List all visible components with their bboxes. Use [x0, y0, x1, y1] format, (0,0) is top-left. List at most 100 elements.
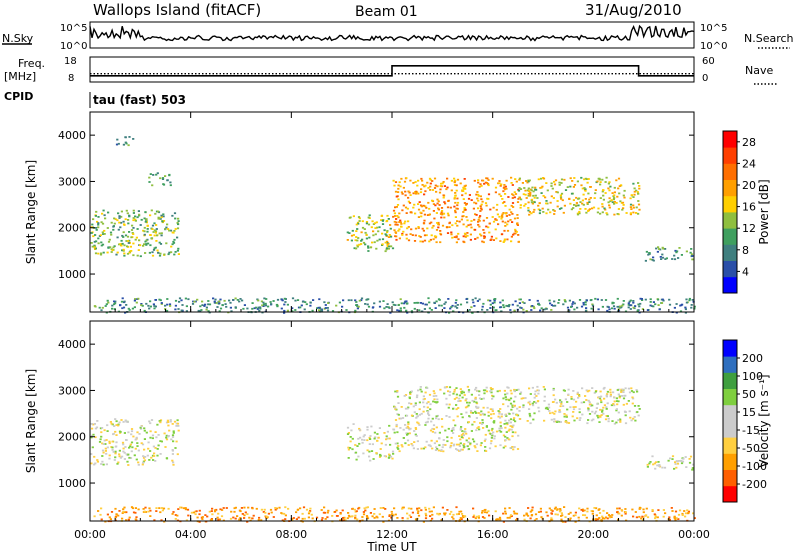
- echo-cell: [490, 440, 493, 442]
- echo-cell: [603, 207, 606, 210]
- echo-cell: [480, 410, 483, 413]
- echo-cell: [618, 396, 621, 399]
- echo-cell: [354, 451, 358, 454]
- echo-cell: [435, 440, 438, 443]
- echo-cell: [187, 514, 190, 517]
- echo-cell: [220, 515, 224, 518]
- echo-cell: [637, 405, 640, 407]
- echo-cell: [519, 392, 522, 395]
- echo-cell: [398, 181, 401, 184]
- echo-cell: [528, 211, 531, 213]
- echo-cell: [589, 197, 592, 199]
- echo-cell: [167, 424, 170, 427]
- echo-cell: [121, 517, 124, 520]
- echo-cell: [292, 517, 295, 519]
- echo-cell: [598, 397, 602, 400]
- echo-cell: [175, 440, 178, 443]
- echo-cell: [165, 226, 168, 229]
- echo-cell: [381, 223, 385, 225]
- echo-cell: [500, 183, 503, 186]
- echo-cell: [506, 229, 510, 232]
- echo-cell: [655, 247, 658, 250]
- echo-cell: [347, 448, 350, 451]
- echo-cell: [433, 398, 436, 401]
- echo-cell: [185, 519, 188, 522]
- echo-cell: [654, 467, 657, 470]
- echo-cell: [383, 307, 386, 310]
- echo-cell: [693, 517, 696, 519]
- echo-cell: [154, 299, 157, 301]
- echo-cell: [422, 447, 425, 450]
- echo-cell: [180, 309, 183, 312]
- echo-cell: [316, 307, 319, 310]
- echo-cell: [214, 298, 217, 301]
- echo-cell: [466, 445, 469, 448]
- echo-cell: [386, 303, 389, 305]
- echo-cell: [366, 506, 369, 509]
- echo-cell: [467, 389, 471, 391]
- echo-cell: [635, 516, 638, 519]
- echo-cell: [485, 204, 488, 207]
- echo-cell: [137, 449, 140, 452]
- echo-cell: [201, 304, 204, 306]
- echo-cell: [351, 448, 354, 451]
- echo-cell: [104, 305, 107, 307]
- echo-cell: [133, 299, 136, 302]
- echo-cell: [519, 188, 523, 190]
- echo-cell: [269, 508, 273, 511]
- echo-cell: [464, 188, 467, 190]
- echo-cell: [553, 213, 556, 215]
- echo-cell: [234, 517, 237, 520]
- echo-cell: [499, 421, 502, 424]
- echo-cell: [128, 215, 131, 218]
- echo-cell: [158, 232, 161, 235]
- echo-cell: [541, 185, 544, 188]
- echo-cell: [444, 444, 447, 446]
- echo-cell: [439, 188, 442, 191]
- echo-cell: [504, 212, 507, 215]
- echo-cell: [229, 517, 233, 520]
- echo-cell: [455, 396, 458, 399]
- echo-cell: [685, 466, 688, 468]
- echo-cell: [578, 395, 581, 398]
- echo-cell: [550, 512, 553, 515]
- echo-cell: [462, 186, 465, 189]
- echo-cell: [348, 232, 351, 234]
- echo-cell: [165, 436, 168, 439]
- echo-cell: [530, 305, 533, 308]
- echo-cell: [123, 300, 126, 303]
- echo-cell: [457, 407, 460, 409]
- echo-cell: [394, 390, 397, 393]
- echo-cell: [606, 402, 609, 405]
- echo-cell: [391, 513, 394, 515]
- echo-cell: [479, 195, 482, 198]
- echo-cell: [407, 190, 410, 193]
- echo-cell: [619, 421, 622, 423]
- echo-cell: [428, 307, 431, 310]
- echo-cell: [405, 309, 408, 312]
- echo-cell: [379, 507, 382, 509]
- echo-cell: [173, 420, 177, 423]
- echo-cell: [588, 401, 591, 404]
- echo-cell: [122, 421, 125, 423]
- echo-cell: [148, 507, 151, 510]
- echo-cell: [454, 201, 457, 204]
- echo-cell: [236, 299, 239, 301]
- echo-cell: [588, 208, 591, 211]
- echo-cell: [478, 298, 481, 301]
- echo-cell: [657, 509, 660, 511]
- echo-cell: [171, 243, 174, 246]
- echo-cell: [143, 230, 146, 233]
- echo-cell: [564, 189, 568, 191]
- echo-cell: [270, 303, 273, 305]
- echo-cell: [516, 214, 519, 216]
- y-tick-label: 1000: [58, 477, 86, 490]
- echo-cell: [422, 520, 425, 523]
- echo-cell: [552, 197, 555, 199]
- echo-cell: [131, 224, 134, 227]
- echo-cell: [392, 428, 395, 431]
- echo-cell: [456, 304, 459, 306]
- echo-cell: [431, 189, 435, 191]
- echo-cell: [121, 512, 124, 514]
- echo-cell: [598, 512, 602, 514]
